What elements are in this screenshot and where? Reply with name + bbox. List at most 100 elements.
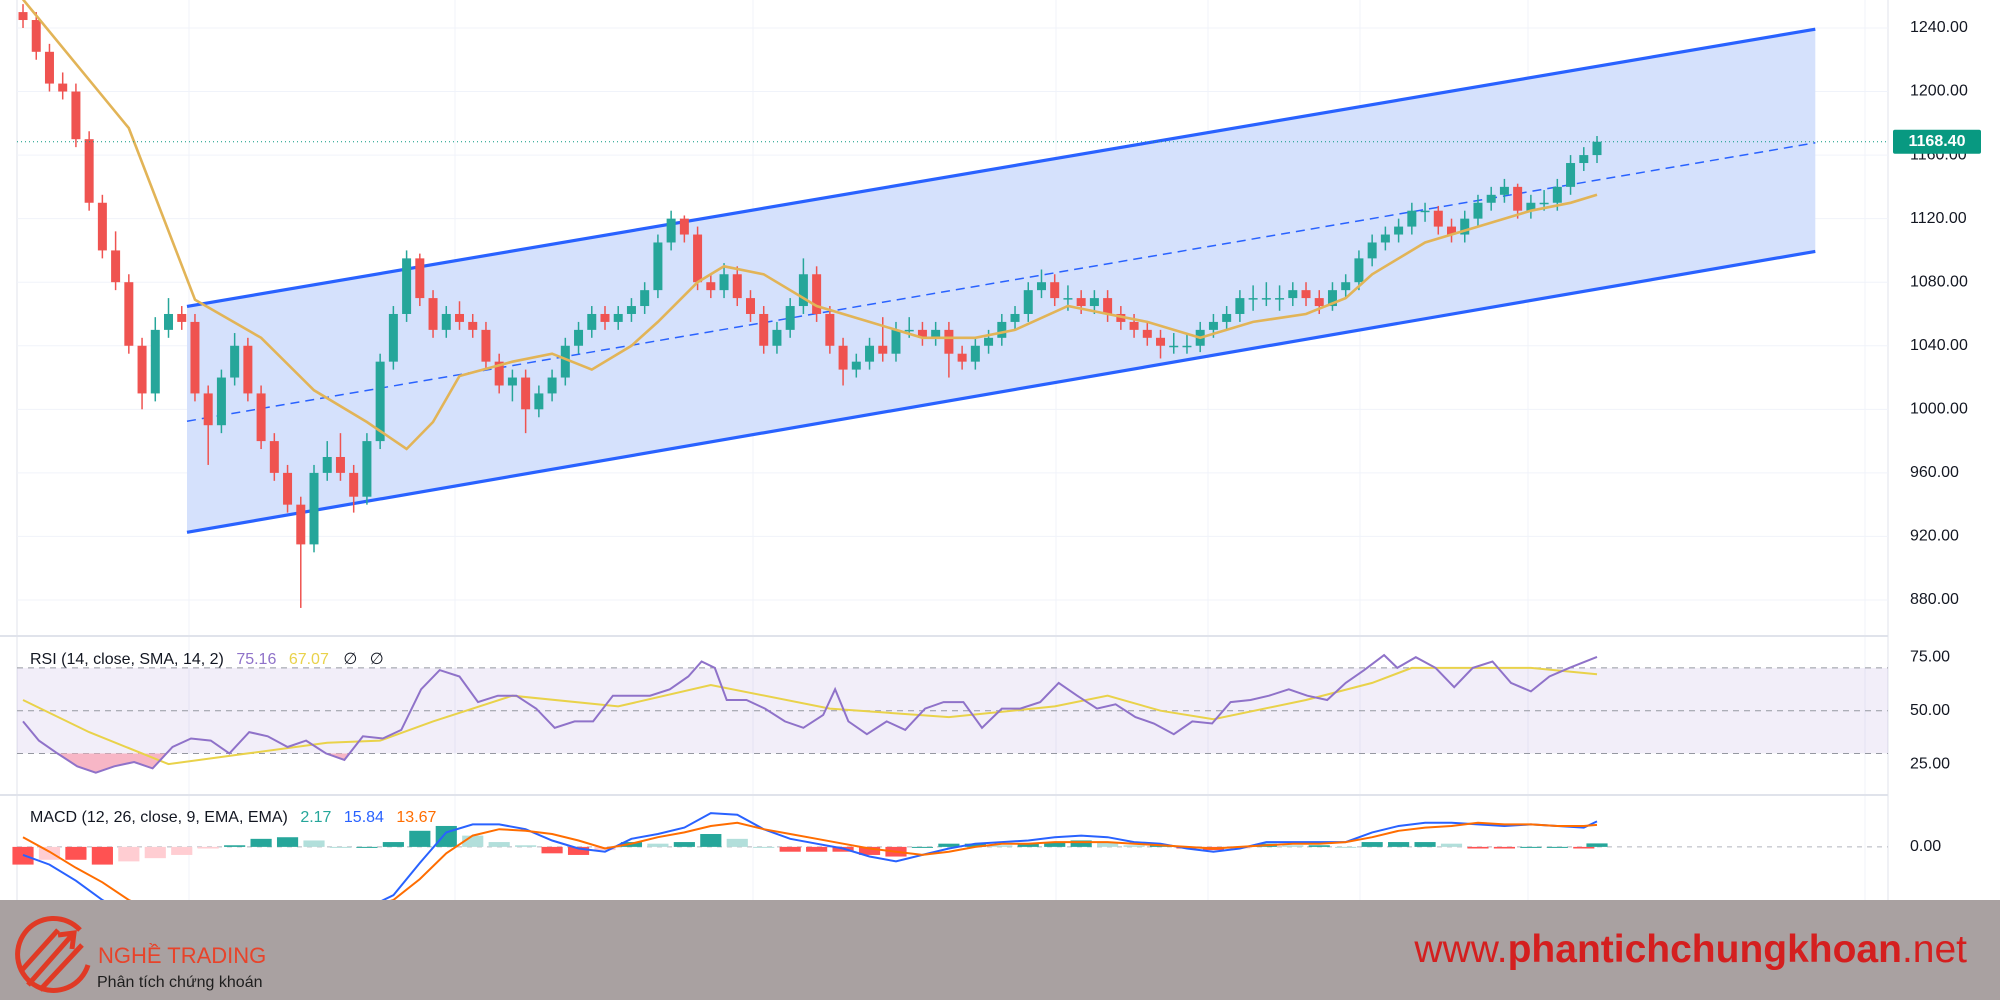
candle-body [1341,282,1351,291]
histogram-bar [911,846,934,848]
histogram-bar [1361,842,1383,847]
histogram-bar [1467,846,1489,849]
candle-body [455,313,465,322]
candle-body [84,139,94,203]
histogram-bar [753,846,775,848]
candle-body [1050,282,1060,299]
candle-body [1063,298,1073,300]
candle-body [732,274,742,299]
candle-body [269,441,279,473]
candle-body [1314,298,1324,307]
histogram-bar [567,846,590,855]
rsi-line [22,653,1598,774]
candle-body [931,329,941,338]
candle-body [362,441,372,497]
histogram-bar [171,846,193,855]
histogram-bar [1070,840,1092,847]
histogram-bar [515,845,537,847]
candle-body [481,329,491,362]
candle-body [1208,321,1218,330]
candle-body [137,345,147,394]
candle-body [1076,298,1086,307]
candle-body [18,12,28,21]
pane [12,812,1608,900]
histogram-bar [938,843,960,847]
histogram-bar [462,835,484,847]
candle-body [904,329,914,332]
candle-body [970,345,980,362]
candle-body [1566,163,1576,187]
candle-body [812,274,822,314]
histogram-bar [329,846,352,848]
histogram-bar [276,837,299,847]
candle-body [1473,202,1483,219]
pane [22,653,1598,774]
candle-body [759,313,769,346]
candle-body [1460,218,1470,235]
candle-body [296,504,306,545]
candle-body [216,377,226,426]
histogram-bar [488,842,510,847]
histogram-bar [726,838,748,847]
candle-body [468,321,478,330]
candle-body [574,329,584,346]
y-tick-label: 1080.00 [1910,273,1968,290]
channel-upper [186,27,1816,308]
candle-body [203,393,213,426]
candle-body [865,345,875,362]
candle-body [1552,186,1562,203]
candle-body [547,377,557,394]
histogram-bar [1414,842,1436,847]
candle-body [653,242,663,291]
candle-body [335,456,345,473]
y-tick-label: 1200.00 [1910,83,1968,100]
channel-middle [186,142,1816,422]
candle-body [1486,194,1496,203]
candle-body [402,258,412,314]
candle-body [230,345,240,378]
candle-body [150,329,160,394]
histogram-bar [1520,846,1542,848]
candle-body [1513,186,1523,211]
candle-body [1499,186,1509,195]
candle-body [177,313,187,322]
candle-body [1023,290,1033,314]
last-price-label: 1168.40 [1909,133,1966,150]
candle-body [600,313,610,322]
histogram-bar [1097,842,1119,847]
candle-body [944,329,954,354]
candle-body [1142,329,1152,338]
y-tick-label: 1120.00 [1910,210,1967,227]
candle-body [283,472,293,505]
histogram-bar [356,846,378,848]
candle-body [1420,210,1430,213]
candle-body [428,298,438,330]
candle-body [1129,321,1139,330]
channel-fill [187,29,1816,533]
histogram-bar [1440,843,1463,847]
histogram-bar [1282,845,1304,847]
histogram-bar [409,830,431,847]
y-tick-label: 50.00 [1910,702,1950,719]
candle-body [679,218,689,235]
histogram-bar [224,845,246,847]
candle-body [626,306,636,314]
candle-body [1288,290,1298,299]
candle-body [31,20,41,52]
candle-body [1248,298,1258,300]
y-tick-label: 880.00 [1910,591,1959,608]
candle-body [957,353,967,362]
candle-body [322,456,332,473]
candle-body [243,345,253,394]
candle-body [613,313,623,322]
candle-body [44,51,54,84]
candle-body [640,290,650,307]
candle-body [1394,226,1404,235]
candle-body [1327,290,1337,307]
candle-body [71,91,81,140]
candle-body [309,472,319,545]
candle-body [772,329,782,346]
candle-body [58,83,68,92]
histogram-bar [806,846,828,852]
